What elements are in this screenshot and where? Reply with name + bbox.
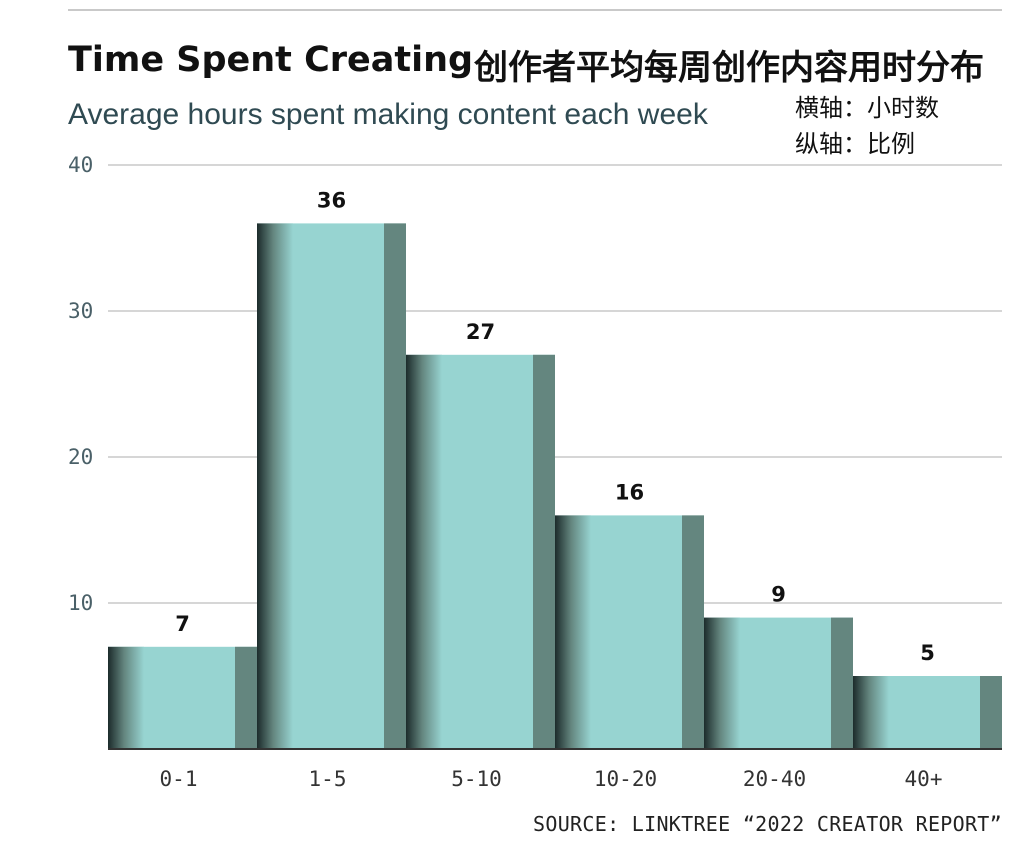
x-tick-label: 1-5 [309, 767, 347, 791]
bar-left-edge [555, 515, 591, 749]
bar-left-edge [853, 676, 889, 749]
data-label: 27 [466, 320, 495, 344]
bar-right-side [384, 223, 406, 749]
bar-right-side [533, 354, 555, 749]
y-tick-label: 30 [68, 299, 93, 323]
bar-right-side [831, 617, 853, 749]
x-tick-label: 40+ [905, 767, 943, 791]
data-label: 5 [920, 641, 935, 665]
chart-title: Time Spent Creating [68, 40, 474, 80]
bar-right-side [235, 646, 257, 749]
x-tick-label: 5-10 [451, 767, 502, 791]
bar-left-edge [257, 223, 293, 749]
x-axis-note: 横轴：小时数 [795, 94, 939, 122]
top-rule [68, 9, 1002, 11]
bar-left-edge [406, 354, 442, 749]
x-tick-label: 20-40 [743, 767, 806, 791]
y-tick-label: 10 [68, 591, 93, 615]
data-label: 7 [175, 612, 190, 636]
bar-left-edge [108, 646, 144, 749]
chart-title-cn: 创作者平均每周创作内容用时分布 [474, 48, 984, 88]
x-tick-label: 10-20 [594, 767, 657, 791]
source-note: SOURCE: LINKTREE “2022 CREATOR REPORT” [533, 812, 1002, 836]
data-label: 36 [317, 188, 346, 212]
bar-right-side [980, 676, 1002, 749]
bar-left-edge [704, 617, 740, 749]
chart-subtitle: Average hours spent making content each … [68, 98, 708, 131]
bar-right-side [682, 515, 704, 749]
data-label: 9 [771, 583, 786, 607]
y-tick-label: 20 [68, 445, 93, 469]
y-tick-label: 40 [68, 153, 93, 177]
x-tick-label: 0-1 [160, 767, 198, 791]
y-axis-note: 纵轴：比例 [795, 130, 915, 158]
data-label: 16 [615, 480, 644, 504]
